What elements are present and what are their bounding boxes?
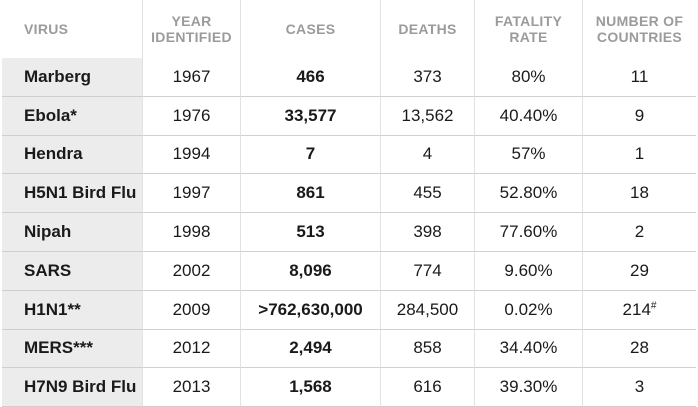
cell-countries-value: 29 (630, 260, 649, 280)
cell-virus: Nipah (2, 213, 142, 252)
header-virus-label: VIRUS (24, 21, 69, 37)
cell-deaths: 398 (380, 213, 474, 252)
cell-virus: SARS (2, 251, 142, 291)
cell-virus: MERS*** (2, 329, 142, 369)
header-virus: VIRUS (2, 0, 142, 58)
cell-cases: 861 (240, 174, 380, 214)
countries-footnote-mark: # (650, 300, 657, 312)
cell-cases: 466 (240, 58, 380, 97)
cell-fatality: 40.40% (474, 96, 582, 136)
header-row: VIRUS YEAR IDENTIFIED CASES DEATHS FATAL… (2, 0, 696, 58)
cell-deaths: 774 (380, 251, 474, 291)
header-countries-line2: COUNTRIES (596, 29, 683, 45)
cell-fatality: 0.02% (474, 290, 582, 330)
header-deaths-label: DEATHS (398, 21, 457, 37)
cell-countries-value: 18 (630, 183, 649, 203)
table-row: MERS*** 2012 2,494 858 34.40% 28 (2, 329, 696, 369)
table-row: Hendra 1994 7 4 57% 1 (2, 135, 696, 175)
cell-fatality: 52.80% (474, 174, 582, 214)
cell-fatality: 80% (474, 58, 582, 97)
cell-deaths: 858 (380, 329, 474, 369)
cell-countries-value: 3 (634, 377, 645, 397)
cell-virus: Marberg (2, 58, 142, 97)
header-fatality-line1: FATALITY (494, 13, 563, 29)
table-row: H5N1 Bird Flu 1997 861 455 52.80% 18 (2, 174, 696, 214)
cell-cases: 7 (240, 135, 380, 175)
cell-deaths: 616 (380, 368, 474, 407)
cell-year: 1998 (142, 213, 240, 252)
cell-deaths: 13,562 (380, 96, 474, 136)
cell-deaths: 373 (380, 58, 474, 97)
table-row: Ebola* 1976 33,577 13,562 40.40% 9 (2, 96, 696, 136)
cell-year: 1976 (142, 96, 240, 136)
cell-countries-value: 1 (634, 144, 645, 164)
cell-fatality: 39.30% (474, 368, 582, 407)
header-countries: NUMBER OF COUNTRIES (582, 0, 696, 58)
cell-cases: 8,096 (240, 251, 380, 291)
cell-year: 2013 (142, 368, 240, 407)
cell-fatality: 77.60% (474, 213, 582, 252)
cell-countries-value: 2 (634, 222, 645, 242)
cell-year: 1994 (142, 135, 240, 175)
cell-virus: Ebola* (2, 96, 142, 136)
cell-year: 2009 (142, 290, 240, 330)
cell-deaths: 4 (380, 135, 474, 175)
cell-countries: 18 (582, 174, 696, 214)
cell-cases: >762,630,000 (240, 290, 380, 330)
cell-countries: 3 (582, 368, 696, 407)
table-row: Nipah 1998 513 398 77.60% 2 (2, 213, 696, 252)
cell-countries: 9 (582, 96, 696, 136)
table-header: VIRUS YEAR IDENTIFIED CASES DEATHS FATAL… (2, 0, 696, 58)
cell-countries: 2 (582, 213, 696, 252)
cell-cases: 2,494 (240, 329, 380, 369)
cell-countries-value: 28 (630, 338, 649, 358)
table-row: Marberg 1967 466 373 80% 11 (2, 58, 696, 97)
header-year: YEAR IDENTIFIED (142, 0, 240, 58)
cell-countries-value: 214 (622, 299, 651, 319)
cell-countries-value: 11 (630, 66, 649, 86)
header-deaths: DEATHS (380, 0, 474, 58)
header-cases: CASES (240, 0, 380, 58)
header-year-line1: YEAR (171, 13, 212, 29)
header-cases-label: CASES (285, 21, 336, 37)
cell-deaths: 455 (380, 174, 474, 214)
table-row: H1N1** 2009 >762,630,000 284,500 0.02% 2… (2, 290, 696, 330)
header-fatality: FATALITY RATE (474, 0, 582, 58)
cell-cases: 33,577 (240, 96, 380, 136)
header-year-line2: IDENTIFIED (151, 29, 232, 45)
table-row: SARS 2002 8,096 774 9.60% 29 (2, 251, 696, 291)
table-body: Marberg 1967 466 373 80% 11 Ebola* 1976 … (2, 58, 696, 407)
header-fatality-line2: RATE (509, 29, 548, 45)
cell-fatality: 9.60% (474, 251, 582, 291)
cell-fatality: 57% (474, 135, 582, 175)
cell-year: 2012 (142, 329, 240, 369)
table-row: H7N9 Bird Flu 2013 1,568 616 39.30% 3 (2, 368, 696, 407)
cell-cases: 513 (240, 213, 380, 252)
cell-countries-value: 9 (634, 105, 645, 125)
cell-virus: Hendra (2, 135, 142, 175)
cell-countries: 214# (582, 290, 696, 330)
cell-virus: H7N9 Bird Flu (2, 368, 142, 407)
cell-year: 1967 (142, 58, 240, 97)
cell-fatality: 34.40% (474, 329, 582, 369)
cell-countries: 11 (582, 58, 696, 97)
cell-year: 2002 (142, 251, 240, 291)
header-countries-line1: NUMBER OF (595, 13, 684, 29)
cell-countries: 29 (582, 251, 696, 291)
cell-virus: H1N1** (2, 290, 142, 330)
cell-deaths: 284,500 (380, 290, 474, 330)
cell-countries: 28 (582, 329, 696, 369)
cell-virus: H5N1 Bird Flu (2, 174, 142, 214)
cell-year: 1997 (142, 174, 240, 214)
cell-cases: 1,568 (240, 368, 380, 407)
cell-countries: 1 (582, 135, 696, 175)
